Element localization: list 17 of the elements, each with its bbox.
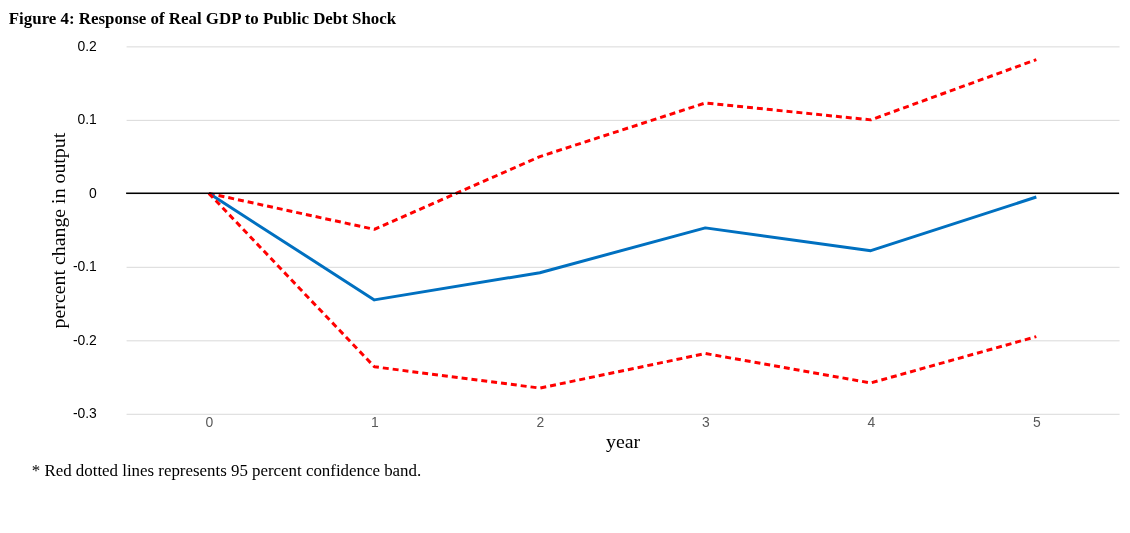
text: * Red dotted lines represents 95 percent confidence band.	[31, 461, 422, 481]
x-tick-label: 4	[867, 414, 876, 431]
line-series	[207, 191, 1038, 302]
y-tick-label: -0.1	[72, 258, 98, 275]
y-tick-label: -0.3	[72, 405, 98, 422]
x-axis-title: year	[606, 430, 641, 453]
y-tick-label: -0.2	[72, 331, 98, 348]
y-tick-label: 0	[89, 184, 98, 201]
y-tick-label: 0.2	[77, 37, 98, 54]
x-tick-label: 3	[701, 414, 710, 431]
x-tick-label: 0	[205, 414, 214, 431]
chart-title: Figure 4: Response of Real GDP to Public Debt Shock	[8, 8, 397, 28]
y-tick-label: 0.1	[77, 111, 98, 128]
x-tick-label: 5	[1032, 414, 1041, 431]
x-tick-label: 1	[370, 414, 379, 431]
y-axis-title: percent change in output	[46, 132, 69, 329]
x-tick-label: 2	[536, 414, 545, 431]
